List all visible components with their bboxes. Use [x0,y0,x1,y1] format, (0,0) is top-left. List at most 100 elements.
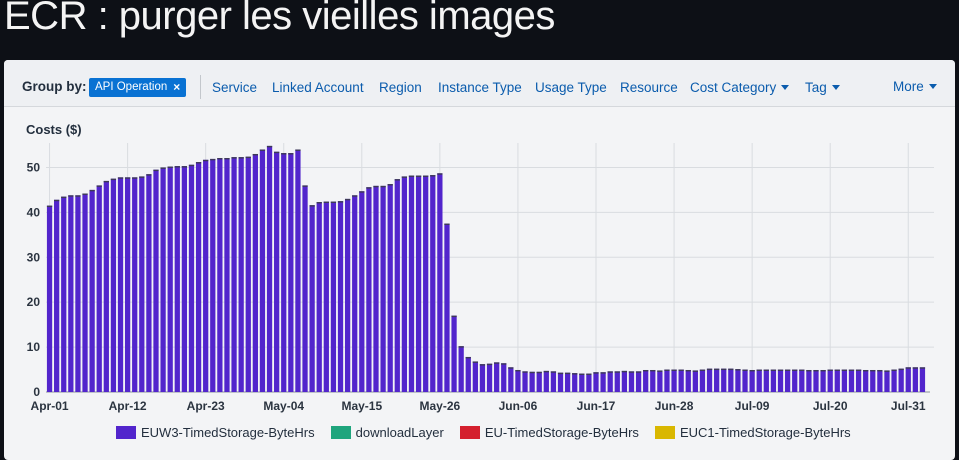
bar-cap [678,369,684,371]
bar-cap [827,369,833,371]
bar [323,201,329,392]
group-by-chip-api-operation[interactable]: API Operation × [89,78,187,97]
chip-label: API Operation [95,81,168,93]
bar [210,158,216,392]
bar [728,368,734,392]
bar-cap [607,371,613,373]
legend-item-eu-timedstorage[interactable]: EU-TimedStorage-ByteHrs [459,425,639,440]
bar [572,373,578,392]
group-by-linked-account[interactable]: Linked Account [272,80,364,95]
bar [834,369,840,392]
bar-cap [203,159,209,162]
bar [295,149,301,392]
legend-item-euw3[interactable]: EUW3-TimedStorage-ByteHrs [116,425,315,440]
bar-cap [89,189,95,192]
bar-cap [295,149,301,151]
bar-cap [252,153,258,156]
group-by-service[interactable]: Service [212,80,258,95]
bar [96,185,102,392]
bar [54,199,60,392]
bar [430,175,436,392]
group-by-region[interactable]: Region [379,80,422,95]
bar [160,167,166,392]
bar-cap [706,368,713,371]
bar-cap [408,175,415,177]
bar-cap [891,369,897,371]
bar [692,370,698,392]
legend-swatch-downloadlayer [330,426,351,439]
bar-cap [437,173,443,175]
bar-cap [912,367,918,369]
legend-swatch-eu-timedstorage [459,426,480,439]
bar [863,369,869,392]
bar [415,175,422,392]
bar-cap [855,369,862,371]
legend-item-euc1[interactable]: EUC1-TimedStorage-ByteHrs [654,425,851,440]
bar [515,369,521,392]
group-by-tag-dropdown[interactable]: Tag [805,80,840,95]
bar-cap [664,369,670,371]
bar [281,153,287,392]
bar-cap [373,185,379,188]
group-by-cost-category-dropdown[interactable]: Cost Category [690,80,790,95]
bar-cap [621,370,628,373]
bar [217,158,223,392]
close-icon[interactable]: × [173,80,181,94]
bar [238,157,244,392]
bar-cap [465,356,471,359]
bar-cap [323,201,329,203]
bar [699,369,706,392]
chart-legend: EUW3-TimedStorage-ByteHrs downloadLayer … [116,425,867,440]
bar-cap [877,369,883,372]
group-by-resource[interactable]: Resource [620,80,678,95]
y-tick-label: 10 [27,340,41,354]
bar-cap [650,369,656,372]
group-by-usage-type[interactable]: Usage Type [535,80,607,95]
bar [75,195,81,392]
bar [380,185,386,392]
bar-cap [848,369,855,371]
bar [139,176,145,392]
bar [756,369,762,392]
bar [181,166,188,392]
bar-cap [657,370,663,372]
bar-cap [458,346,464,348]
x-tick-label: Jul-20 [813,399,848,413]
bar-cap [508,367,514,369]
bar-cap [238,157,244,159]
bar [891,369,897,392]
bar [749,369,755,392]
bar-cap [735,369,741,371]
bar [557,372,564,392]
bar-cap [195,162,202,164]
bar-cap [387,184,393,186]
bar-cap [635,371,642,373]
bar-cap [714,368,720,371]
legend-swatch-euw3 [116,426,136,439]
bar [486,363,493,392]
bar [274,151,280,392]
legend-item-downloadlayer[interactable]: downloadLayer [330,425,444,440]
bar [841,369,848,392]
bar-cap [550,371,557,373]
y-tick-label: 20 [27,295,41,309]
bar [919,367,926,392]
bar-cap [479,364,486,366]
bar-cap [799,369,805,371]
bar-cap [110,178,117,181]
bar [529,371,535,392]
bar-cap [210,158,216,161]
bar [373,185,379,392]
bar-cap [352,195,358,197]
bar [657,370,663,392]
bar [827,369,833,392]
group-by-more-dropdown[interactable]: More [893,79,937,94]
y-tick-label: 40 [27,205,41,219]
bar-cap [146,174,152,176]
bar-cap [898,368,904,371]
bar-cap [529,371,535,374]
slide-title: ECR : purger les vieilles images [4,0,555,38]
group-by-instance-type[interactable]: Instance Type [438,80,522,95]
bar [203,159,209,392]
bar-cap [231,157,237,159]
